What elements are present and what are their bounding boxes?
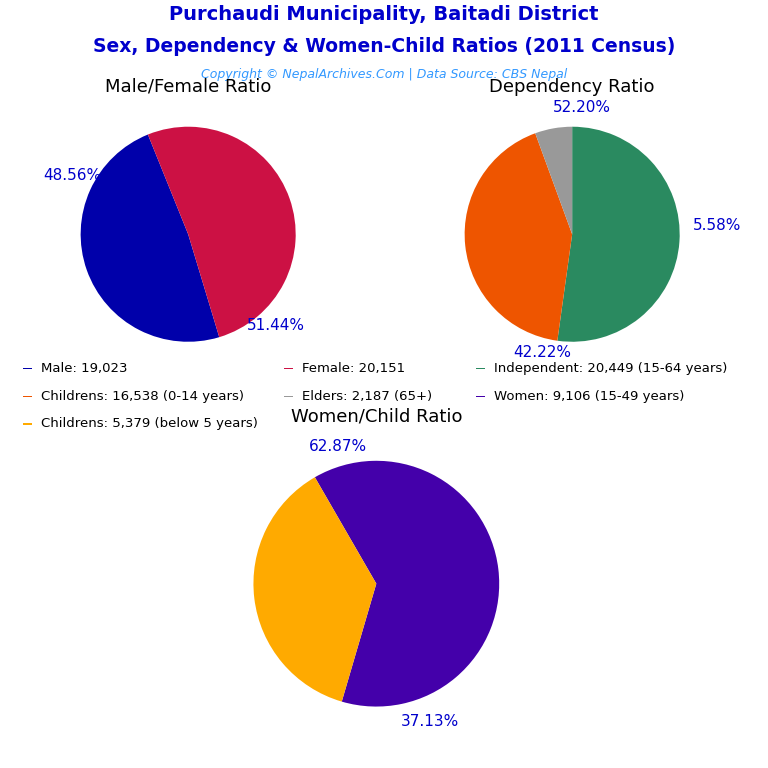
Text: Childrens: 16,538 (0-14 years): Childrens: 16,538 (0-14 years) xyxy=(41,390,244,402)
Text: 62.87%: 62.87% xyxy=(309,439,367,454)
Bar xyxy=(23,396,32,397)
Text: Female: 20,151: Female: 20,151 xyxy=(303,362,406,375)
Wedge shape xyxy=(535,127,572,234)
Text: Male: 19,023: Male: 19,023 xyxy=(41,362,127,375)
Text: Childrens: 5,379 (below 5 years): Childrens: 5,379 (below 5 years) xyxy=(41,418,258,430)
Wedge shape xyxy=(465,134,572,341)
Text: Sex, Dependency & Women-Child Ratios (2011 Census): Sex, Dependency & Women-Child Ratios (20… xyxy=(93,37,675,56)
Text: Independent: 20,449 (15-64 years): Independent: 20,449 (15-64 years) xyxy=(495,362,728,375)
Wedge shape xyxy=(81,134,220,342)
Text: 51.44%: 51.44% xyxy=(247,318,306,333)
Bar xyxy=(476,396,485,397)
Bar xyxy=(23,368,32,369)
Text: Elders: 2,187 (65+): Elders: 2,187 (65+) xyxy=(303,390,432,402)
Title: Dependency Ratio: Dependency Ratio xyxy=(489,78,655,95)
Text: 5.58%: 5.58% xyxy=(693,218,741,233)
Title: Women/Child Ratio: Women/Child Ratio xyxy=(290,408,462,425)
Bar xyxy=(23,423,32,425)
Text: 37.13%: 37.13% xyxy=(401,713,459,729)
Bar xyxy=(284,396,293,397)
Text: Purchaudi Municipality, Baitadi District: Purchaudi Municipality, Baitadi District xyxy=(169,5,599,24)
Wedge shape xyxy=(315,461,499,707)
Title: Male/Female Ratio: Male/Female Ratio xyxy=(105,78,271,95)
Bar xyxy=(476,368,485,369)
Wedge shape xyxy=(148,127,296,337)
Bar xyxy=(284,368,293,369)
Text: 42.22%: 42.22% xyxy=(513,345,571,360)
Wedge shape xyxy=(558,127,680,342)
Wedge shape xyxy=(253,477,376,702)
Text: Copyright © NepalArchives.Com | Data Source: CBS Nepal: Copyright © NepalArchives.Com | Data Sou… xyxy=(201,68,567,81)
Text: 52.20%: 52.20% xyxy=(553,100,611,115)
Text: Women: 9,106 (15-49 years): Women: 9,106 (15-49 years) xyxy=(495,390,685,402)
Text: 48.56%: 48.56% xyxy=(43,167,101,183)
